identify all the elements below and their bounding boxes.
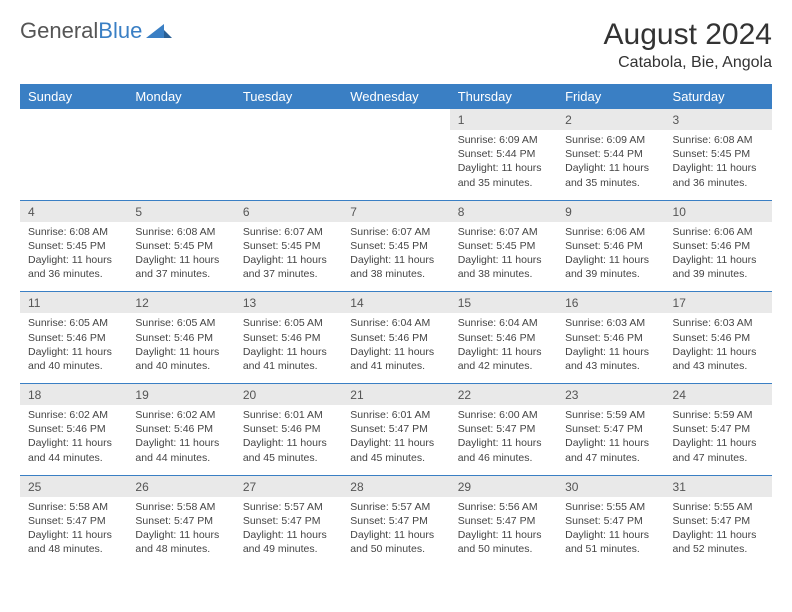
day-number-cell: 16 [557, 292, 664, 314]
day-number-cell: 4 [20, 200, 127, 222]
calendar-page: GeneralBlue August 2024 Catabola, Bie, A… [0, 0, 792, 584]
day-content-cell [342, 130, 449, 200]
day-number-cell: 30 [557, 475, 664, 497]
day-content-cell: Sunrise: 6:06 AMSunset: 5:46 PMDaylight:… [557, 222, 664, 292]
day-content-cell: Sunrise: 5:59 AMSunset: 5:47 PMDaylight:… [665, 405, 772, 475]
day-number-cell: 1 [450, 109, 557, 130]
day-content-cell: Sunrise: 5:55 AMSunset: 5:47 PMDaylight:… [557, 497, 664, 567]
day-content-cell: Sunrise: 6:08 AMSunset: 5:45 PMDaylight:… [20, 222, 127, 292]
day-content-cell: Sunrise: 6:01 AMSunset: 5:46 PMDaylight:… [235, 405, 342, 475]
day-number-cell: 14 [342, 292, 449, 314]
day-number-cell: 5 [127, 200, 234, 222]
day-number-cell: 3 [665, 109, 772, 130]
day-number-cell: 19 [127, 384, 234, 406]
day-content-cell: Sunrise: 6:03 AMSunset: 5:46 PMDaylight:… [557, 313, 664, 383]
weekday-header: Wednesday [342, 84, 449, 109]
day-number-row: 18192021222324 [20, 384, 772, 406]
brand-part1: General [20, 18, 98, 44]
location-label: Catabola, Bie, Angola [604, 54, 772, 72]
day-number-cell [20, 109, 127, 130]
day-number-cell: 22 [450, 384, 557, 406]
weekday-header: Friday [557, 84, 664, 109]
calendar-body: 123 Sunrise: 6:09 AMSunset: 5:44 PMDayli… [20, 109, 772, 566]
day-number-cell: 11 [20, 292, 127, 314]
day-number-cell: 8 [450, 200, 557, 222]
day-content-cell: Sunrise: 5:56 AMSunset: 5:47 PMDaylight:… [450, 497, 557, 567]
day-number-cell: 27 [235, 475, 342, 497]
day-content-cell: Sunrise: 5:57 AMSunset: 5:47 PMDaylight:… [235, 497, 342, 567]
day-content-cell: Sunrise: 6:03 AMSunset: 5:46 PMDaylight:… [665, 313, 772, 383]
day-content-cell: Sunrise: 6:02 AMSunset: 5:46 PMDaylight:… [20, 405, 127, 475]
day-number-cell: 26 [127, 475, 234, 497]
day-content-cell: Sunrise: 6:05 AMSunset: 5:46 PMDaylight:… [127, 313, 234, 383]
day-content-row: Sunrise: 6:02 AMSunset: 5:46 PMDaylight:… [20, 405, 772, 475]
day-number-cell: 12 [127, 292, 234, 314]
day-content-row: Sunrise: 5:58 AMSunset: 5:47 PMDaylight:… [20, 497, 772, 567]
day-number-cell: 15 [450, 292, 557, 314]
weekday-header: Thursday [450, 84, 557, 109]
day-number-cell: 2 [557, 109, 664, 130]
page-header: GeneralBlue August 2024 Catabola, Bie, A… [20, 18, 772, 72]
day-number-row: 123 [20, 109, 772, 130]
day-content-cell: Sunrise: 5:57 AMSunset: 5:47 PMDaylight:… [342, 497, 449, 567]
day-number-cell [235, 109, 342, 130]
day-number-cell: 6 [235, 200, 342, 222]
day-content-cell [20, 130, 127, 200]
day-content-cell: Sunrise: 6:05 AMSunset: 5:46 PMDaylight:… [235, 313, 342, 383]
day-number-cell: 10 [665, 200, 772, 222]
day-number-cell: 20 [235, 384, 342, 406]
day-number-cell [127, 109, 234, 130]
day-content-row: Sunrise: 6:09 AMSunset: 5:44 PMDaylight:… [20, 130, 772, 200]
day-content-cell: Sunrise: 6:09 AMSunset: 5:44 PMDaylight:… [450, 130, 557, 200]
day-number-row: 45678910 [20, 200, 772, 222]
day-number-cell: 23 [557, 384, 664, 406]
weekday-header: Tuesday [235, 84, 342, 109]
day-number-cell: 28 [342, 475, 449, 497]
day-content-cell: Sunrise: 5:58 AMSunset: 5:47 PMDaylight:… [20, 497, 127, 567]
title-block: August 2024 Catabola, Bie, Angola [604, 18, 772, 72]
day-number-cell: 13 [235, 292, 342, 314]
day-content-cell [127, 130, 234, 200]
day-number-row: 11121314151617 [20, 292, 772, 314]
day-content-row: Sunrise: 6:05 AMSunset: 5:46 PMDaylight:… [20, 313, 772, 383]
day-content-cell: Sunrise: 6:04 AMSunset: 5:46 PMDaylight:… [342, 313, 449, 383]
day-content-cell: Sunrise: 6:09 AMSunset: 5:44 PMDaylight:… [557, 130, 664, 200]
day-content-cell: Sunrise: 6:06 AMSunset: 5:46 PMDaylight:… [665, 222, 772, 292]
day-number-cell: 24 [665, 384, 772, 406]
day-number-cell: 7 [342, 200, 449, 222]
day-number-cell: 9 [557, 200, 664, 222]
day-content-cell: Sunrise: 6:02 AMSunset: 5:46 PMDaylight:… [127, 405, 234, 475]
day-content-cell: Sunrise: 6:08 AMSunset: 5:45 PMDaylight:… [127, 222, 234, 292]
day-number-cell: 17 [665, 292, 772, 314]
brand-triangle-icon [146, 18, 172, 44]
day-number-cell: 29 [450, 475, 557, 497]
brand-logo: GeneralBlue [20, 18, 172, 44]
day-content-cell: Sunrise: 6:08 AMSunset: 5:45 PMDaylight:… [665, 130, 772, 200]
day-content-cell [235, 130, 342, 200]
day-number-cell: 21 [342, 384, 449, 406]
day-number-row: 25262728293031 [20, 475, 772, 497]
calendar-table: Sunday Monday Tuesday Wednesday Thursday… [20, 84, 772, 566]
day-content-row: Sunrise: 6:08 AMSunset: 5:45 PMDaylight:… [20, 222, 772, 292]
day-content-cell: Sunrise: 6:00 AMSunset: 5:47 PMDaylight:… [450, 405, 557, 475]
weekday-header: Sunday [20, 84, 127, 109]
day-content-cell: Sunrise: 6:07 AMSunset: 5:45 PMDaylight:… [235, 222, 342, 292]
day-content-cell: Sunrise: 6:07 AMSunset: 5:45 PMDaylight:… [342, 222, 449, 292]
day-content-cell: Sunrise: 5:55 AMSunset: 5:47 PMDaylight:… [665, 497, 772, 567]
day-content-cell: Sunrise: 5:58 AMSunset: 5:47 PMDaylight:… [127, 497, 234, 567]
brand-part2: Blue [98, 18, 142, 44]
day-number-cell: 31 [665, 475, 772, 497]
day-number-cell: 18 [20, 384, 127, 406]
weekday-header-row: Sunday Monday Tuesday Wednesday Thursday… [20, 84, 772, 109]
day-content-cell: Sunrise: 5:59 AMSunset: 5:47 PMDaylight:… [557, 405, 664, 475]
weekday-header: Monday [127, 84, 234, 109]
month-title: August 2024 [604, 18, 772, 52]
day-content-cell: Sunrise: 6:04 AMSunset: 5:46 PMDaylight:… [450, 313, 557, 383]
weekday-header: Saturday [665, 84, 772, 109]
day-number-cell [342, 109, 449, 130]
day-number-cell: 25 [20, 475, 127, 497]
day-content-cell: Sunrise: 6:05 AMSunset: 5:46 PMDaylight:… [20, 313, 127, 383]
day-content-cell: Sunrise: 6:01 AMSunset: 5:47 PMDaylight:… [342, 405, 449, 475]
day-content-cell: Sunrise: 6:07 AMSunset: 5:45 PMDaylight:… [450, 222, 557, 292]
